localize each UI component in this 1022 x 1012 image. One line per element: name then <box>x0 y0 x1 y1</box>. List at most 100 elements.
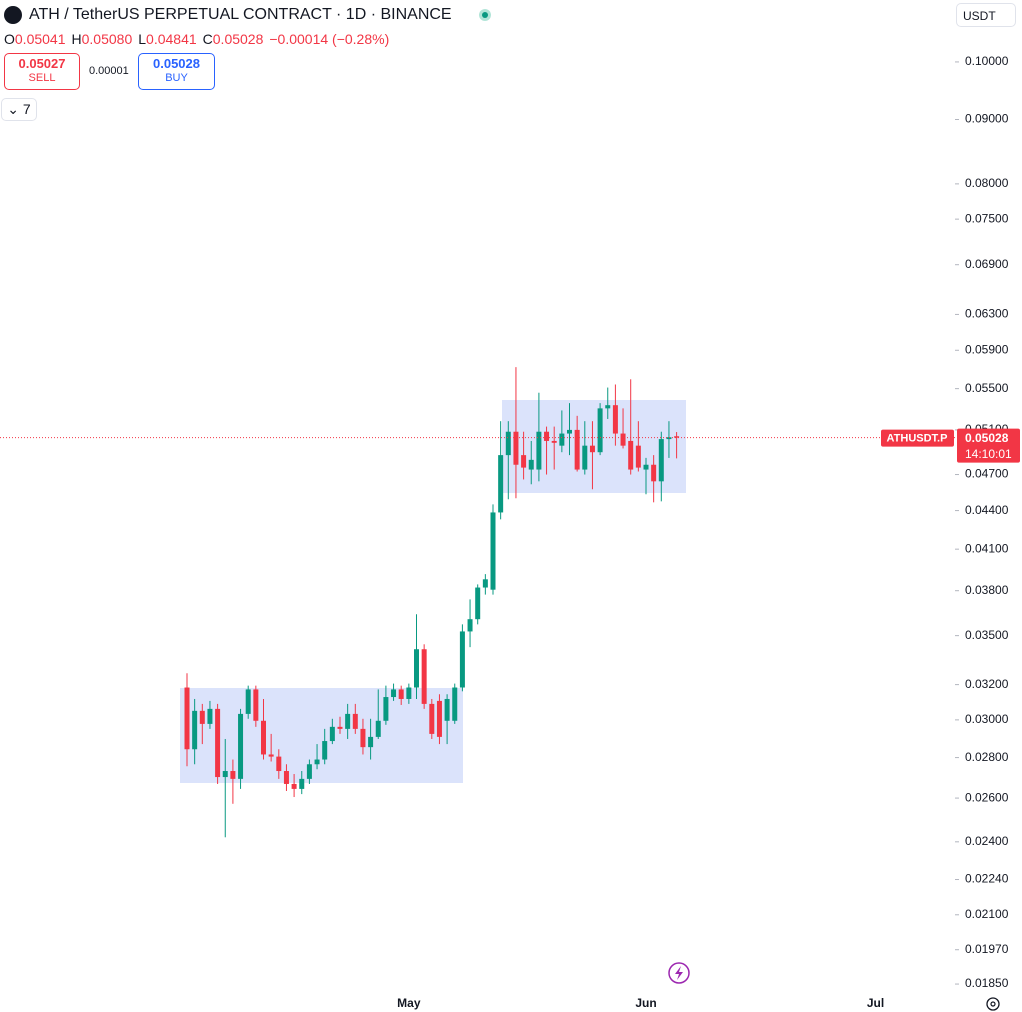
y-tick-label: 0.01850 <box>965 976 1009 990</box>
ohlc-key: L <box>138 31 147 47</box>
y-tick-label: 0.03200 <box>965 677 1009 691</box>
sell-label: SELL <box>28 72 56 84</box>
y-tick-label: 0.03800 <box>965 583 1009 597</box>
candle-body <box>436 700 442 737</box>
candle-body <box>360 728 366 748</box>
candle-body <box>490 512 496 590</box>
candle-body <box>536 431 542 470</box>
candle-body <box>352 713 358 729</box>
lightning-glyph <box>675 966 683 980</box>
sell-button[interactable]: 0.05027 SELL <box>4 53 80 90</box>
candle-body <box>391 689 397 698</box>
y-tick-label: 0.01970 <box>965 942 1009 956</box>
candle-body <box>521 455 527 468</box>
buy-button[interactable]: 0.05028 BUY <box>138 53 215 90</box>
candle-body <box>199 710 205 724</box>
candle-body <box>299 778 305 789</box>
candle-body <box>268 754 274 757</box>
candle-body <box>628 440 634 470</box>
y-tick-label: 0.06300 <box>965 307 1009 321</box>
candle-body <box>513 431 519 465</box>
candle-body <box>574 429 580 470</box>
candle-body <box>475 587 481 620</box>
candle-body <box>467 619 473 632</box>
candle-body <box>261 720 266 755</box>
buy-price: 0.05028 <box>153 56 200 71</box>
candle-body <box>398 689 404 699</box>
y-tick-label: 0.08000 <box>965 176 1009 190</box>
candle-body <box>651 464 657 482</box>
candle-body <box>283 771 289 784</box>
candle-body <box>253 689 259 721</box>
ohlc-change: −0.00014 (−0.28%) <box>269 31 390 47</box>
range-box <box>180 688 463 783</box>
y-tick-label: 0.04100 <box>965 541 1009 555</box>
price-tag-value: 0.05028 <box>965 431 1009 445</box>
ohlc-line: O0.05041 H0.05080 L0.04841 C0.05028 −0.00014… <box>4 31 389 47</box>
title: ATH / TetherUS PERPETUAL CONTRACT · 1D ·… <box>29 6 452 23</box>
candle-body <box>314 759 320 765</box>
symbol-tag <box>881 429 954 447</box>
candle-body <box>674 436 680 438</box>
settings-icon[interactable] <box>986 997 1000 1011</box>
y-tick-label: 0.06900 <box>965 257 1009 271</box>
y-tick-label: 0.02400 <box>965 834 1009 848</box>
candle-body <box>414 649 419 688</box>
candle-body <box>345 713 351 729</box>
ohlc-key: O <box>4 31 15 47</box>
candle-body <box>559 433 565 446</box>
symbol-tag-text: ATHUSDT.P <box>887 433 948 445</box>
y-tick-label: 0.10000 <box>965 54 1009 68</box>
buy-label: BUY <box>165 72 188 84</box>
ohlc-value: 0.05080 <box>81 31 133 47</box>
ohlc-key: C <box>202 31 213 47</box>
candle-body <box>368 736 374 748</box>
y-tick-label: 0.02600 <box>965 790 1009 804</box>
candle-body <box>620 433 626 446</box>
candle-body <box>291 783 297 789</box>
y-tick-label: 0.03000 <box>965 712 1009 726</box>
y-tick-label: 0.03500 <box>965 628 1009 642</box>
candle-body <box>184 687 190 750</box>
candle-body <box>482 579 488 588</box>
candle-body <box>444 698 450 721</box>
candle-body <box>306 764 312 779</box>
ohlc-key: H <box>71 31 82 47</box>
candle-body <box>230 771 236 779</box>
x-tick-label: May <box>397 996 421 1010</box>
spread: 0.00001 <box>89 65 129 77</box>
candle-body <box>322 741 328 760</box>
y-tick-label: 0.02800 <box>965 750 1009 764</box>
candle-body <box>544 431 550 441</box>
candle-body <box>498 455 504 513</box>
y-tick-label: 0.09000 <box>965 112 1009 126</box>
candle-body <box>635 445 641 468</box>
ohlc-value: 0.05041 <box>14 31 66 47</box>
candle-body <box>383 697 389 721</box>
price-tag-countdown: 14:10:01 <box>965 447 1012 461</box>
y-tick-label: 0.05500 <box>965 381 1009 395</box>
candle-body <box>192 710 198 750</box>
candle-body <box>589 445 595 453</box>
candle-body <box>429 703 435 734</box>
x-tick-label: Jul <box>867 996 884 1010</box>
candle-body <box>528 459 534 470</box>
y-tick-label: 0.04700 <box>965 467 1009 481</box>
y-tick-label: 0.07500 <box>965 211 1009 225</box>
candle-body <box>337 726 343 729</box>
candle-body <box>643 464 649 470</box>
candle-body <box>375 720 381 737</box>
currency-button[interactable]: USDT <box>956 3 1016 27</box>
candle-body <box>421 649 427 704</box>
candle-body <box>276 756 282 772</box>
candle-body <box>612 405 618 434</box>
indicators-toggle[interactable]: ⌄ 7 <box>1 98 37 121</box>
candle-body <box>666 437 672 440</box>
ohlc-value: 0.05028 <box>212 31 264 47</box>
candle-body <box>329 726 335 742</box>
status-dot <box>479 9 491 21</box>
y-tick-label: 0.04400 <box>965 503 1009 517</box>
candle-body <box>215 708 221 778</box>
